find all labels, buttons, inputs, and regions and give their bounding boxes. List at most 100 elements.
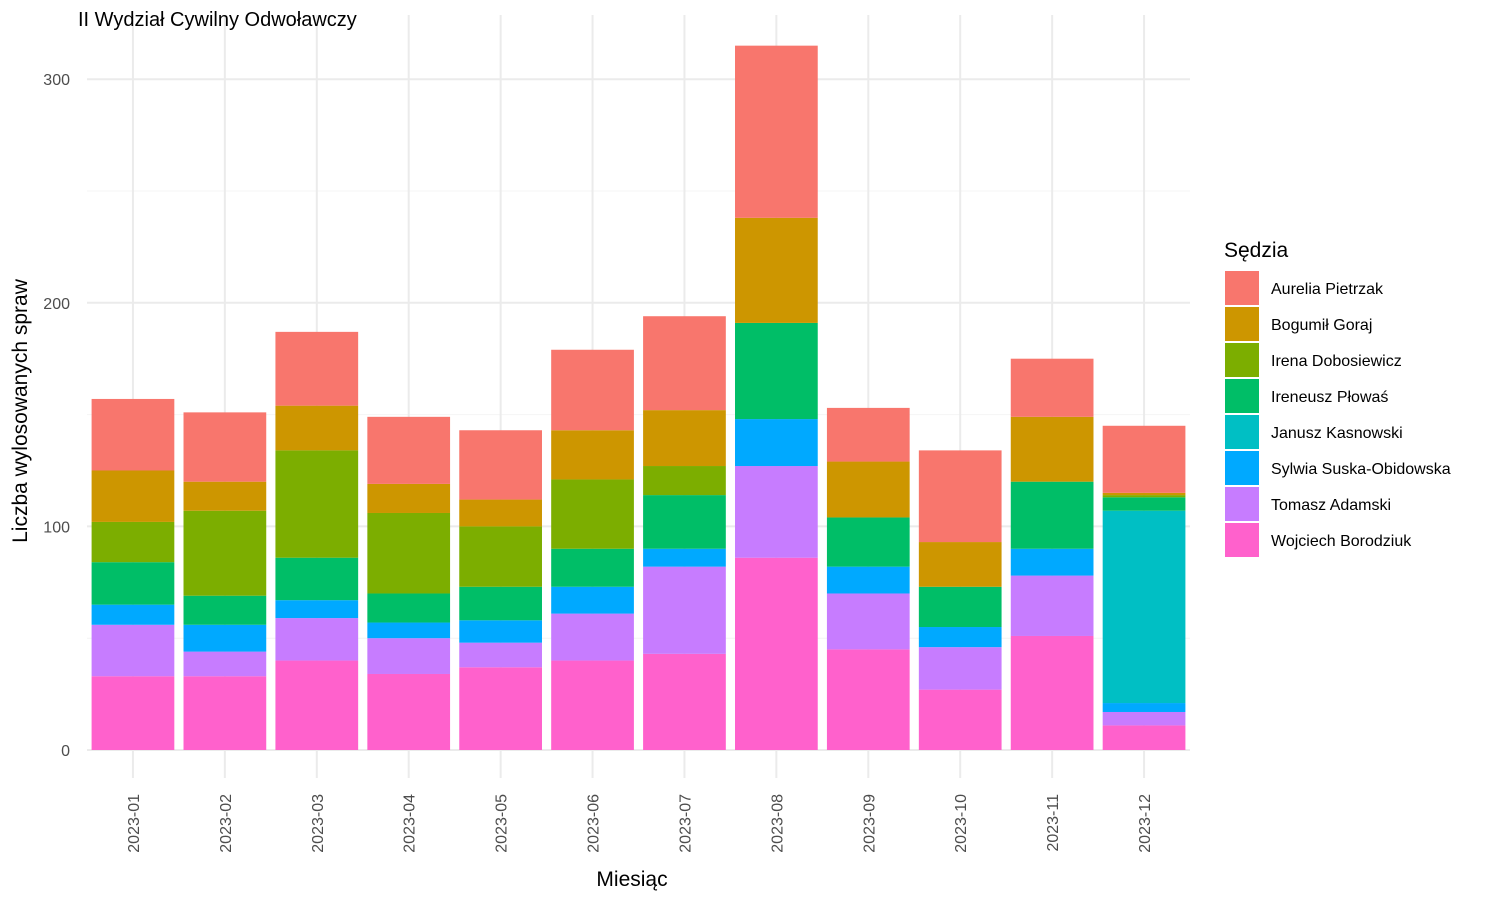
- bar-segment: [275, 331, 359, 406]
- legend-item: Aurelia Pietrzak: [1225, 271, 1384, 305]
- bar-segment: [275, 450, 359, 558]
- legend-swatch: [1225, 523, 1259, 557]
- bar-segment: [91, 676, 175, 750]
- bar-segment: [367, 638, 451, 674]
- bar-segment: [459, 620, 542, 643]
- bar-segment: [1010, 481, 1094, 549]
- chart-title: II Wydział Cywilny Odwoławczy: [78, 9, 357, 31]
- bar-segment: [735, 419, 818, 467]
- bar-segment: [1102, 495, 1186, 498]
- legend: Sędzia Aurelia Pietrzak Bogumił Goraj Iren…: [1224, 239, 1451, 557]
- bar-segment: [918, 542, 1002, 587]
- bar-segment: [826, 461, 910, 518]
- x-tick-label: 2023-05: [494, 794, 511, 853]
- bar-segment: [275, 600, 359, 619]
- x-axis-title: Miesiąc: [596, 868, 667, 891]
- bar-segment: [459, 526, 542, 587]
- x-tick-label: 2023-09: [861, 794, 878, 853]
- bar-segment: [183, 595, 267, 625]
- bar-segment: [275, 618, 359, 661]
- bar-segment: [367, 593, 451, 623]
- bar-segment: [551, 349, 634, 431]
- x-tick-label: 2023-02: [218, 794, 235, 853]
- legend-label: Janusz Kasnowski: [1271, 425, 1403, 442]
- legend-swatch: [1225, 379, 1259, 413]
- bar-segment: [643, 410, 726, 467]
- bar-segment: [183, 676, 267, 750]
- bar-segment: [459, 499, 542, 527]
- bar-segment: [918, 586, 1002, 628]
- axes: 0 100 200 300 2023-01 2023-02 2023-03 2023-04 20…: [43, 72, 1154, 853]
- legend-title: Sędzia: [1224, 239, 1289, 262]
- x-tick-label: 2023-01: [126, 794, 143, 853]
- bar-segment: [1102, 725, 1186, 750]
- bar-segment: [1102, 425, 1186, 493]
- legend-swatch: [1225, 451, 1259, 485]
- bar-segment: [91, 604, 175, 625]
- bar-segment: [551, 548, 634, 587]
- bar-segment: [91, 398, 175, 471]
- bar-segment: [826, 566, 910, 594]
- x-tick-label: 2023-04: [402, 794, 419, 853]
- bar-segment: [735, 322, 818, 420]
- legend-item: Irena Dobosiewicz: [1225, 343, 1402, 377]
- x-tick-label: 2023-08: [769, 794, 786, 853]
- legend-label: Irena Dobosiewicz: [1271, 353, 1402, 370]
- bar-segment: [643, 653, 726, 750]
- bar-segment: [459, 430, 542, 500]
- x-tick-label: 2023-12: [1137, 794, 1154, 853]
- bar-segment: [643, 316, 726, 411]
- bar-segment: [367, 673, 451, 750]
- bar-segment: [551, 479, 634, 549]
- legend-item: Janusz Kasnowski: [1225, 415, 1403, 449]
- legend-item: Ireneusz Płowaś: [1225, 379, 1388, 413]
- bar-segment: [183, 510, 267, 596]
- bar-segment: [918, 450, 1002, 543]
- bar-segment: [826, 593, 910, 650]
- legend-item: Tomasz Adamski: [1225, 487, 1391, 521]
- y-tick-label: 100: [43, 519, 70, 536]
- bar-segment: [459, 586, 542, 621]
- legend-swatch: [1225, 271, 1259, 305]
- bar-segment: [1010, 416, 1094, 482]
- bar-segment: [91, 624, 175, 677]
- legend-label: Bogumił Goraj: [1271, 317, 1372, 334]
- bar-segment: [1102, 492, 1186, 496]
- bar-segment: [367, 622, 451, 639]
- bar-segment: [1010, 635, 1094, 750]
- bar-segment: [643, 566, 726, 654]
- bar-segment: [183, 481, 267, 511]
- bar-segment: [735, 466, 818, 558]
- bar-segment: [275, 557, 359, 601]
- x-tick-label: 2023-06: [586, 794, 603, 853]
- legend-item: Bogumił Goraj: [1225, 307, 1372, 341]
- bar-segment: [735, 557, 818, 750]
- legend-label: Ireneusz Płowaś: [1271, 389, 1388, 406]
- bars: [91, 45, 1186, 750]
- bar-segment: [275, 660, 359, 750]
- legend-label: Tomasz Adamski: [1271, 497, 1391, 514]
- bar-segment: [643, 495, 726, 549]
- bar-segment: [826, 517, 910, 567]
- bar-segment: [91, 562, 175, 605]
- bar-segment: [551, 430, 634, 480]
- legend-label: Sylwia Suska-Obidowska: [1271, 461, 1451, 478]
- bar-segment: [643, 466, 726, 496]
- bar-segment: [826, 407, 910, 462]
- bar-segment: [367, 416, 451, 484]
- y-tick-label: 300: [43, 72, 70, 89]
- bar-segment: [918, 647, 1002, 690]
- bar-segment: [551, 613, 634, 661]
- bar-segment: [735, 45, 818, 218]
- x-tick-label: 2023-03: [310, 794, 327, 853]
- bar-segment: [735, 217, 818, 323]
- x-tick-label: 2023-07: [677, 794, 694, 853]
- bar-segment: [551, 586, 634, 614]
- bar-segment: [643, 548, 726, 567]
- legend-swatch: [1225, 343, 1259, 377]
- bar-segment: [367, 512, 451, 594]
- legend-swatch: [1225, 307, 1259, 341]
- y-axis-title: Liczba wylosowanych spraw: [9, 278, 32, 543]
- bar-segment: [183, 624, 267, 652]
